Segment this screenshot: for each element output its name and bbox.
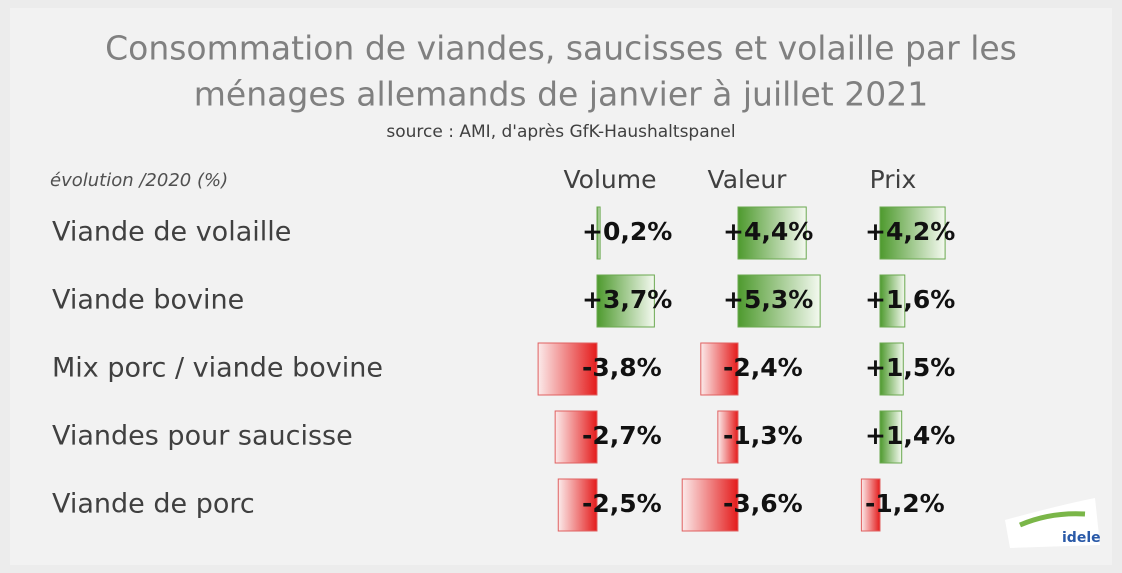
column-header: Volume (564, 165, 657, 194)
data-bar (879, 410, 903, 464)
title: Consommation de viandes, saucisses et vo… (105, 29, 1017, 68)
value-label: -2,4% (723, 353, 803, 382)
data-bar (554, 410, 598, 464)
title: ménages allemands de janvier à juillet 2… (194, 75, 928, 114)
logo-shape (1005, 498, 1100, 548)
value-label: +5,3% (723, 285, 813, 314)
value-label: -3,6% (723, 489, 803, 518)
data-bar (879, 342, 904, 396)
value-label: -2,5% (582, 489, 662, 518)
value-label: -1,3% (723, 421, 803, 450)
column-header: Valeur (708, 165, 788, 194)
label-header: évolution /2020 (%) (50, 170, 228, 191)
value-label: +4,2% (865, 217, 955, 246)
row-label: Viande bovine (52, 285, 244, 316)
value-label: +1,4% (865, 421, 955, 450)
data-bar (557, 478, 598, 532)
value-label: -3,8% (582, 353, 662, 382)
value-label: -2,7% (582, 421, 662, 450)
data-bar (737, 206, 807, 260)
data-bar (596, 206, 601, 260)
row-label: Viandes pour saucisse (52, 421, 353, 452)
value-label: +4,4% (723, 217, 813, 246)
value-label: +3,7% (582, 285, 672, 314)
data-bar (737, 274, 821, 328)
value-label: +1,5% (865, 353, 955, 382)
data-bar (700, 342, 739, 396)
value-label: +0,2% (582, 217, 672, 246)
data-bar (537, 342, 598, 396)
row-label: Mix porc / viande bovine (52, 353, 383, 384)
logo-swoosh (1019, 511, 1086, 528)
data-bar (596, 274, 655, 328)
source: source : AMI, d'après GfK-Haushaltspanel (386, 122, 735, 142)
data-bar (879, 274, 906, 328)
value-label: -1,2% (865, 489, 945, 518)
value-label: +1,6% (865, 285, 955, 314)
row-label: Viande de volaille (52, 217, 291, 248)
data-bar (860, 478, 881, 532)
data-bar (879, 206, 946, 260)
column-header: Prix (870, 165, 917, 194)
row-label: Viande de porc (52, 489, 255, 520)
data-bar (717, 410, 739, 464)
card (10, 8, 1112, 565)
logo: idele (1062, 530, 1101, 546)
data-bar (681, 478, 739, 532)
